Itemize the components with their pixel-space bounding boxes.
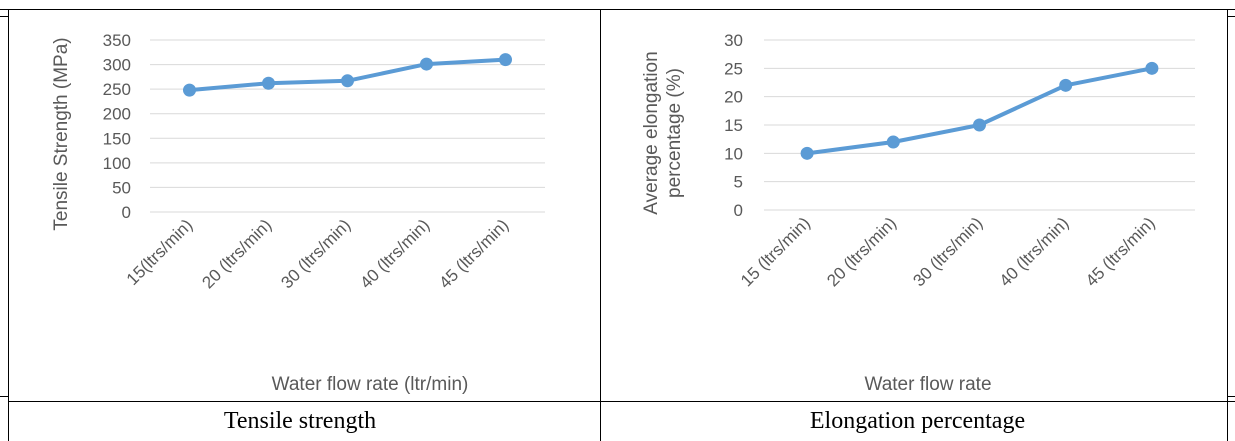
y-tick-label: 0 [122, 203, 131, 222]
y-tick-label: 30 [724, 31, 743, 50]
x-tick-label: 20 (ltrs/min) [198, 215, 275, 292]
data-point [800, 146, 814, 160]
x-tick-label: 30 (ltrs/min) [277, 215, 354, 292]
data-point [420, 57, 433, 71]
y-tick-label: 350 [103, 31, 131, 50]
x-axis-title: Water flow rate [864, 374, 991, 395]
y-tick-label: 25 [724, 59, 743, 78]
y-tick-label: 5 [734, 173, 743, 192]
data-point [341, 74, 354, 88]
x-tick-label: 45 (ltrs/min) [435, 215, 512, 292]
y-axis-title: percentage (%) [664, 68, 685, 198]
y-axis-title: Average elongation [641, 51, 662, 214]
y-tick-label: 300 [103, 56, 131, 75]
y-axis-title: Tensile Strength (MPa) [51, 37, 72, 230]
tensile-strength-chart: 0 50 100 150 200 250 300 350 15(ltrs/min) 20 (ltr… [51, 31, 545, 395]
x-axis-title: Water flow rate (ltr/min) [272, 374, 469, 395]
y-tick-label: 10 [724, 144, 743, 163]
data-point [183, 83, 196, 97]
x-tick-label: 15 (ltrs/min) [737, 213, 814, 290]
y-tick-label: 50 [112, 178, 131, 197]
series-line [806, 66, 1153, 156]
x-tick-label: 15(ltrs/min) [123, 215, 197, 289]
x-tick-label: 20 (ltrs/min) [823, 213, 900, 290]
y-tick-label: 100 [103, 154, 131, 173]
y-tick-label: 200 [103, 105, 131, 124]
y-tick-label: 20 [724, 88, 743, 107]
x-tick-label: 30 (ltrs/min) [909, 213, 986, 290]
data-point [1059, 78, 1073, 92]
x-tick-label: 45 (ltrs/min) [1082, 213, 1159, 290]
data-point [262, 76, 275, 90]
y-tick-label: 250 [103, 80, 131, 99]
data-point [499, 53, 512, 67]
data-point [1145, 61, 1159, 75]
caption-elongation-percentage: Elongation percentage [809, 408, 1026, 434]
x-tick-label: 40 (ltrs/min) [996, 213, 1073, 290]
caption-tensile-strength: Tensile strength [223, 408, 377, 434]
data-point [886, 135, 900, 149]
elongation-chart: 0 5 10 15 20 25 30 15 (ltrs/min) 20 (ltrs/min) 30… [641, 31, 1195, 395]
y-tick-label: 0 [734, 201, 743, 220]
data-point [973, 118, 986, 132]
x-tick-label: 40 (ltrs/min) [356, 215, 433, 292]
y-tick-label: 150 [103, 129, 131, 148]
y-tick-label: 15 [724, 116, 743, 135]
